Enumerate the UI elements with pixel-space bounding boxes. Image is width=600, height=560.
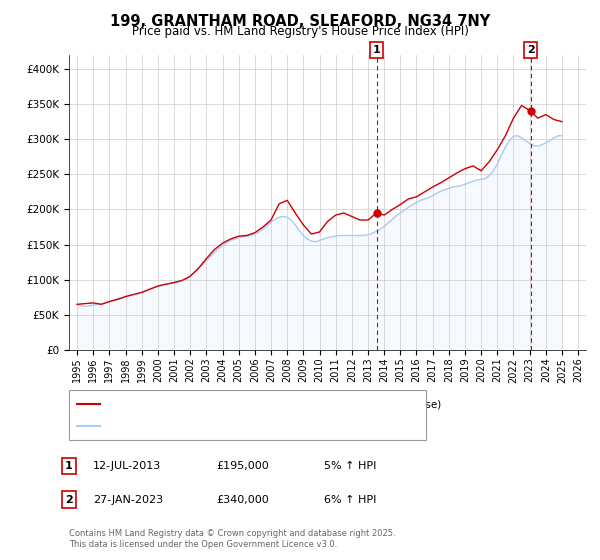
Text: 2: 2: [527, 45, 535, 55]
Text: 6% ↑ HPI: 6% ↑ HPI: [324, 494, 376, 505]
Text: Contains HM Land Registry data © Crown copyright and database right 2025.
This d: Contains HM Land Registry data © Crown c…: [69, 529, 395, 549]
Text: 27-JAN-2023: 27-JAN-2023: [93, 494, 163, 505]
Text: HPI: Average price, detached house, North Kesteven: HPI: Average price, detached house, Nort…: [105, 421, 378, 431]
Text: 2: 2: [65, 494, 73, 505]
Text: Price paid vs. HM Land Registry's House Price Index (HPI): Price paid vs. HM Land Registry's House …: [131, 25, 469, 38]
Text: 5% ↑ HPI: 5% ↑ HPI: [324, 461, 376, 471]
Text: 12-JUL-2013: 12-JUL-2013: [93, 461, 161, 471]
Text: 199, GRANTHAM ROAD, SLEAFORD, NG34 7NY (detached house): 199, GRANTHAM ROAD, SLEAFORD, NG34 7NY (…: [105, 399, 441, 409]
Text: £340,000: £340,000: [216, 494, 269, 505]
Text: 199, GRANTHAM ROAD, SLEAFORD, NG34 7NY: 199, GRANTHAM ROAD, SLEAFORD, NG34 7NY: [110, 14, 490, 29]
Text: £195,000: £195,000: [216, 461, 269, 471]
Text: 1: 1: [373, 45, 380, 55]
Text: 1: 1: [65, 461, 73, 471]
